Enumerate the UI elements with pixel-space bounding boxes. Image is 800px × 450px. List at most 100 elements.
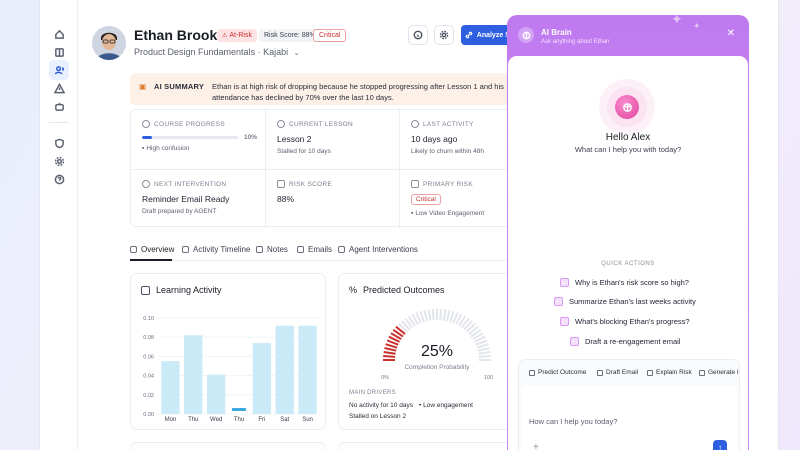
note-icon xyxy=(256,246,263,253)
nav-help[interactable] xyxy=(49,169,69,189)
quick-action-label: What's blocking Ethan's progress? xyxy=(575,317,690,326)
ai-panel-subtitle: Ask anything about Ethan xyxy=(541,39,610,45)
chip-label: Explain Risk xyxy=(656,369,692,376)
nav-home[interactable] xyxy=(49,24,69,44)
plus-icon[interactable]: + xyxy=(533,442,539,450)
bar[interactable] xyxy=(184,335,203,414)
chip-draft-email[interactable]: Draft Email xyxy=(597,369,638,376)
tab-notes[interactable]: Notes xyxy=(256,245,288,254)
stat-value: 88% xyxy=(277,194,295,204)
tab-label: Notes xyxy=(267,245,288,254)
card-title: Predicted Outcomes xyxy=(363,285,445,295)
mail-icon xyxy=(597,369,603,376)
gauge-tick xyxy=(404,317,414,329)
gauge-tick xyxy=(477,347,490,352)
chip-explain-risk[interactable]: Explain Risk xyxy=(647,369,692,376)
gear-icon xyxy=(54,156,64,166)
gauge-tick xyxy=(452,312,459,324)
close-icon[interactable]: ✕ xyxy=(726,28,735,39)
chat-input[interactable] xyxy=(521,386,737,450)
gauge-tick-filled xyxy=(384,347,397,352)
stat-sub: Low Video Engagement xyxy=(411,210,541,217)
primary-risk-tag: Critical xyxy=(411,194,441,205)
chip-predict-outcome[interactable]: Predict Outcome xyxy=(529,369,586,376)
driver-item: No activity for 10 days xyxy=(349,402,413,409)
quick-action-blocking[interactable]: What's blocking Ethan's progress? xyxy=(560,315,690,328)
mail-icon xyxy=(297,246,304,253)
gauge-tick xyxy=(415,312,422,324)
greeting: Hello Alex xyxy=(605,132,651,143)
active-tab-indicator xyxy=(130,259,172,261)
y-tick-label: 0.04 xyxy=(143,374,154,380)
quick-action-summarize[interactable]: Summarize Ethan's last weeks activity xyxy=(554,295,696,308)
quick-action-label: Summarize Ethan's last weeks activity xyxy=(569,297,696,306)
quick-action-draft-email[interactable]: Draft a re-engagement email xyxy=(570,335,680,348)
gauge-tick-filled xyxy=(385,343,398,349)
app-window: Ethan Brooks At-Risk Risk Score: 88% Cri… xyxy=(40,0,778,450)
stat-label: PRIMARY RISK xyxy=(423,180,473,188)
avatar-photo-icon xyxy=(92,26,126,60)
sparkle-icon: ▣ xyxy=(139,82,147,91)
stat-label: COURSE PROGRESS xyxy=(154,120,225,128)
bar[interactable] xyxy=(275,325,294,414)
gauge-tick-filled xyxy=(386,339,399,346)
note-icon xyxy=(647,369,653,376)
gauge-tick xyxy=(460,317,470,329)
heart-icon xyxy=(142,120,150,128)
stat-next-intervention: NEXT INTERVENTION Reminder Email Ready D… xyxy=(142,180,272,215)
gauge-tick xyxy=(472,332,484,341)
lock-icon xyxy=(560,278,569,287)
gauge-tick xyxy=(401,320,411,331)
nav-settings[interactable] xyxy=(49,151,69,171)
help-icon xyxy=(560,317,569,326)
bar[interactable] xyxy=(252,342,271,414)
nav-alerts[interactable] xyxy=(49,78,69,98)
stat-sub: Draft prepared by AGENT xyxy=(142,208,217,215)
nav-students[interactable] xyxy=(49,60,69,80)
course-selector[interactable]: Product Design Fundamentals · Kajabi ⌄ xyxy=(134,47,299,57)
nav-courses[interactable] xyxy=(49,42,69,62)
info-icon xyxy=(413,30,423,40)
card-stub xyxy=(338,442,534,450)
driver-item: Stalled on Lesson 2 xyxy=(349,413,407,420)
gauge-tick xyxy=(442,309,447,321)
robot-icon xyxy=(338,246,345,253)
bar[interactable] xyxy=(207,374,226,414)
tab-agent-interventions[interactable]: Agent Interventions xyxy=(338,245,418,254)
stat-label: LAST ACTIVITY xyxy=(423,120,474,128)
tab-emails[interactable]: Emails xyxy=(297,245,332,254)
gauge-tick xyxy=(419,310,425,323)
status-badge: At-Risk xyxy=(217,29,257,42)
greeting-sub: What can I help you with today? xyxy=(574,145,682,154)
send-button[interactable]: ↑ xyxy=(713,440,727,450)
nav-agents[interactable] xyxy=(49,96,69,116)
gauge-tick-filled xyxy=(392,329,404,338)
nav-security[interactable] xyxy=(49,133,69,153)
gauge-tick-filled xyxy=(390,332,402,341)
stat-value: Reminder Email Ready xyxy=(142,194,230,204)
tab-label: Agent Interventions xyxy=(349,245,418,254)
bar[interactable] xyxy=(298,325,317,414)
tab-activity-timeline[interactable]: Activity Timeline xyxy=(182,245,250,254)
severity-badge: Critical xyxy=(313,29,347,42)
tab-overview[interactable]: Overview xyxy=(130,245,174,254)
list-icon xyxy=(182,246,189,253)
users-icon xyxy=(54,65,64,74)
gauge-tick-filled xyxy=(383,354,396,358)
bar[interactable] xyxy=(231,408,247,411)
x-tick-label: Sat xyxy=(280,417,289,423)
info-button[interactable] xyxy=(408,25,428,45)
robot-icon xyxy=(54,102,64,111)
ai-brain-panel: ✦ ✦ AI Brain Ask anything about Ethan ✕ … xyxy=(507,11,749,450)
arrow-up-icon: ↑ xyxy=(718,442,722,450)
quick-action-risk-score[interactable]: Why is Ethan's risk score so high? xyxy=(560,276,689,289)
bar[interactable] xyxy=(161,361,180,414)
quick-action-label: Draft a re-engagement email xyxy=(585,337,681,346)
stat-risk-score: RISK SCORE 88% xyxy=(277,180,407,204)
stat-current-lesson: CURRENT LESSON Lesson 2 Stalled for 10 d… xyxy=(277,120,407,155)
settings-button[interactable] xyxy=(434,25,454,45)
gauge-tick xyxy=(476,343,489,349)
chip-generate[interactable]: Generate I xyxy=(699,369,739,376)
detail-tabs: Overview Activity Timeline Notes Emails … xyxy=(130,243,534,261)
avatar xyxy=(92,26,126,60)
